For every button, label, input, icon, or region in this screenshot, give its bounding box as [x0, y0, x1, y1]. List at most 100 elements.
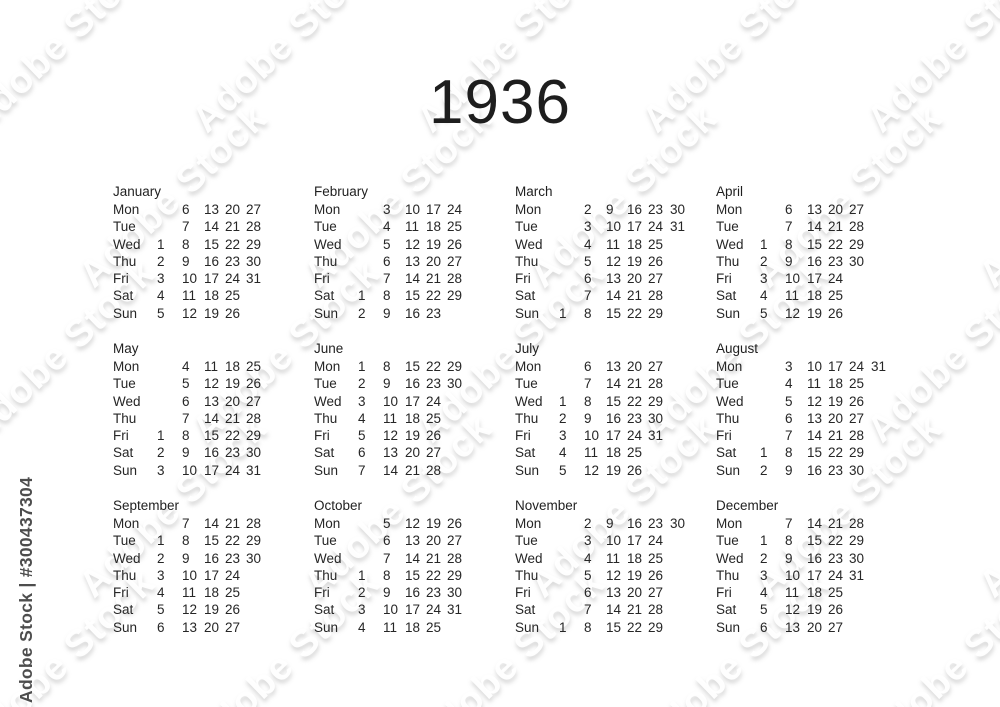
empty-date-cell [559, 532, 584, 549]
weekday-row-wed: Wed 7 14 21 28 [314, 550, 515, 567]
weekday-row-wed: Wed 6 13 20 27 [113, 393, 314, 410]
weekday-label: Mon [113, 202, 140, 217]
date-january-26: 26 [225, 305, 241, 321]
weekday-row-tue: Tue 4 11 18 25 [716, 375, 917, 392]
weekday-label: Wed [515, 393, 543, 409]
weekday-label: Mon [113, 359, 140, 374]
empty-date-cell [670, 427, 716, 444]
empty-date-cell [268, 515, 314, 532]
date-december-3: 3 [760, 567, 768, 583]
weekday-label: Wed [716, 393, 744, 409]
date-december-6: 6 [760, 619, 768, 635]
weekday-label: Tue [113, 219, 136, 235]
date-may-1: 1 [157, 428, 165, 444]
date-february-28: 28 [447, 271, 463, 287]
empty-date-cell [358, 201, 383, 218]
date-may-23: 23 [225, 445, 241, 461]
weekday-label: Tue [113, 376, 136, 392]
weekday-label: Mon [716, 202, 743, 217]
empty-date-cell [849, 619, 871, 636]
date-may-29: 29 [246, 428, 262, 444]
date-december-16: 16 [807, 550, 823, 566]
empty-date-cell [559, 550, 584, 567]
date-july-29: 29 [648, 393, 664, 409]
date-december-27: 27 [828, 619, 844, 635]
weekday-row-fri: Fri 3 10 17 24 [716, 270, 917, 287]
empty-date-cell [760, 410, 785, 427]
date-may-5: 5 [182, 376, 190, 392]
empty-date-cell [871, 375, 917, 392]
date-september-18: 18 [204, 585, 220, 601]
weekday-label: Mon [314, 202, 341, 217]
weekday-row-tue: Tue 2 9 16 23 30 [314, 375, 515, 392]
empty-date-cell [871, 410, 917, 427]
weekday-label: Mon [314, 359, 341, 374]
month-title: April [716, 184, 744, 199]
date-august-25: 25 [849, 376, 865, 392]
empty-date-cell [268, 393, 314, 410]
date-february-24: 24 [447, 202, 463, 217]
empty-date-cell [447, 619, 469, 636]
date-june-8: 8 [383, 359, 391, 374]
date-february-20: 20 [426, 253, 442, 269]
date-january-24: 24 [225, 271, 241, 287]
date-january-27: 27 [246, 202, 262, 217]
date-may-24: 24 [225, 462, 241, 478]
date-january-4: 4 [157, 288, 165, 304]
date-november-27: 27 [648, 585, 664, 601]
weekday-label: Tue [314, 219, 337, 235]
date-january-31: 31 [246, 271, 262, 287]
weekday-label: Sat [716, 445, 737, 461]
empty-date-cell [358, 236, 383, 253]
date-december-31: 31 [849, 567, 865, 583]
weekday-row-wed: Wed 2 9 16 23 30 [113, 550, 314, 567]
date-may-17: 17 [204, 462, 220, 478]
date-december-19: 19 [807, 602, 823, 618]
date-october-6: 6 [383, 533, 391, 549]
weekday-row-sat: Sat 6 13 20 27 [314, 444, 515, 461]
date-july-7: 7 [584, 376, 592, 392]
date-february-11: 11 [405, 219, 420, 235]
weekday-row-wed: Wed 5 12 19 26 [716, 393, 917, 410]
date-july-6: 6 [584, 359, 592, 374]
date-july-20: 20 [627, 359, 643, 374]
month-may: May Mon 4 11 18 25 Tue 5 12 19 26 Wed 6 13 20 27 Thu 7 14 2… [113, 340, 314, 497]
weekday-row-tue: Tue 3 10 17 24 31 [515, 218, 716, 235]
weekday-label: Wed [515, 236, 543, 252]
date-august-19: 19 [828, 393, 844, 409]
empty-date-cell [469, 410, 515, 427]
weekday-label: Wed [716, 236, 744, 252]
weekday-label: Fri [113, 428, 129, 444]
month-title: November [515, 498, 578, 513]
month-june: June Mon 1 8 15 22 29 Tue 2 9 16 23 30 Wed 3 10 17 24 Thu 4… [314, 340, 515, 497]
date-july-1: 1 [559, 393, 567, 409]
date-april-4: 4 [760, 288, 768, 304]
weekday-row-mon: Mon 6 13 20 27 [515, 358, 716, 375]
empty-date-cell [157, 201, 182, 218]
date-june-17: 17 [405, 393, 421, 409]
date-october-4: 4 [358, 619, 366, 635]
empty-date-cell [670, 444, 716, 461]
date-march-24: 24 [648, 219, 664, 235]
weekday-label: Sat [314, 288, 335, 304]
date-may-16: 16 [204, 445, 220, 461]
date-december-23: 23 [828, 550, 844, 566]
date-july-25: 25 [627, 445, 643, 461]
weekday-row-thu: Thu 2 9 16 23 30 [113, 253, 314, 270]
weekday-label: Thu [716, 410, 740, 426]
empty-date-cell [157, 393, 182, 410]
empty-date-cell [246, 584, 268, 601]
weekday-label: Wed [113, 393, 141, 409]
date-april-6: 6 [785, 202, 793, 217]
date-january-19: 19 [204, 305, 220, 321]
date-may-2: 2 [157, 445, 165, 461]
weekday-row-fri: Fri 1 8 15 22 29 [113, 427, 314, 444]
date-december-12: 12 [785, 602, 801, 618]
empty-date-cell [469, 619, 515, 636]
date-october-11: 11 [383, 619, 398, 635]
month-december: December Mon 7 14 21 28 Tue 1 8 15 22 29 Wed 2 9 16 23 30… [716, 497, 917, 654]
month-title: September [113, 498, 180, 513]
weekday-label: Mon [314, 516, 341, 531]
date-june-11: 11 [383, 410, 398, 426]
empty-date-cell [559, 287, 584, 304]
